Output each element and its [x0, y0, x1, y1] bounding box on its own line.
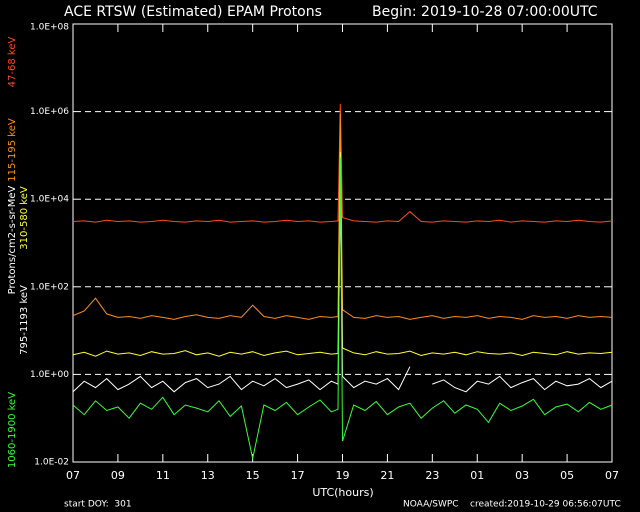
x-axis-label: UTC(hours) [312, 486, 373, 499]
legend-label: 47-68 keV [7, 37, 18, 88]
y-tick-label: 1.0E+00 [30, 370, 69, 380]
data-line [72, 157, 613, 459]
x-tick-label: 03 [515, 469, 529, 482]
y-tick-label: 1.0E-02 [34, 458, 69, 468]
x-tick-label: 21 [380, 469, 394, 482]
data-line [72, 103, 613, 223]
x-tick-label: 07 [605, 469, 619, 482]
x-tick-label: 05 [560, 469, 574, 482]
data-line [72, 151, 613, 357]
x-tick-label: 19 [336, 469, 350, 482]
chart-subtitle: Begin: 2019-10-28 07:00:00UTC [372, 4, 598, 20]
x-tick-label: 07 [66, 469, 80, 482]
y-axis-label: Protons/cm2-s-sr-MeV [7, 185, 18, 294]
footer-note: NOAA/SWPC [403, 500, 459, 510]
x-tick-label: 23 [425, 469, 439, 482]
chart-title: ACE RTSW (Estimated) EPAM Protons [64, 4, 322, 20]
legend-label: 115-195 keV [7, 118, 18, 182]
x-tick-label: 01 [470, 469, 484, 482]
y-tick-label: 1.0E+06 [30, 107, 69, 117]
x-tick-label: 09 [111, 469, 125, 482]
legend-label: 310-580 keV [19, 186, 30, 250]
footer-note: start DOY: 301 [64, 500, 132, 510]
y-tick-label: 1.0E+04 [30, 195, 69, 205]
x-tick-label: 15 [246, 469, 260, 482]
x-tick-label: 13 [201, 469, 215, 482]
x-tick-label: 11 [156, 469, 170, 482]
data-line [72, 113, 613, 320]
data-line [72, 191, 613, 393]
y-tick-label: 1.0E+02 [30, 282, 69, 292]
legend-label: 1060-1900 keV [7, 392, 18, 468]
x-tick-label: 17 [291, 469, 305, 482]
legend-label: 795-1193 keV [19, 285, 30, 355]
y-tick-label: 1.0E+08 [30, 23, 69, 33]
footer-note: created:2019-10-29 06:56:07UTC [470, 500, 621, 510]
